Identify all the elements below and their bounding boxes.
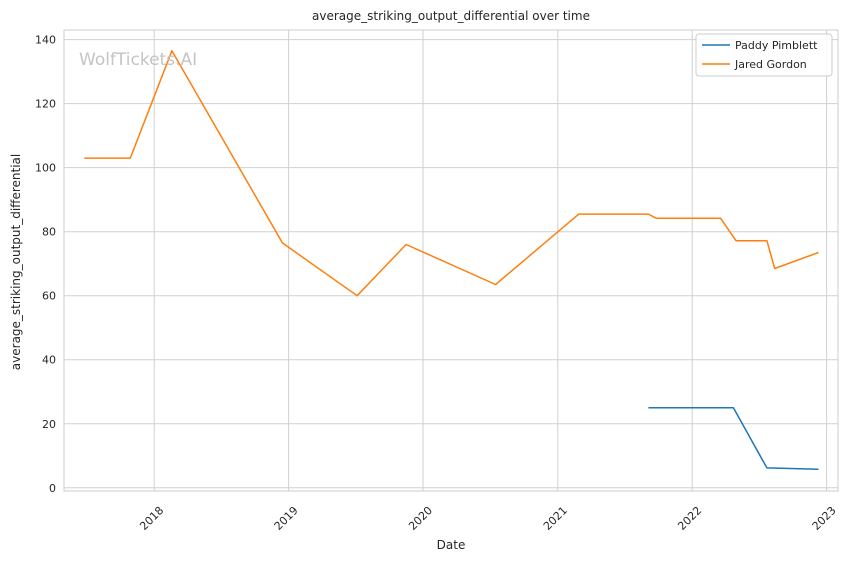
y-tick-label: 60: [42, 290, 56, 303]
y-tick-label: 140: [35, 34, 56, 47]
y-tick-label: 120: [35, 98, 56, 111]
series-line-paddy-pimblett: [648, 407, 819, 470]
legend: Paddy Pimblett Jared Gordon: [695, 33, 833, 77]
legend-label-paddy-pimblett: Paddy Pimblett: [735, 39, 818, 52]
x-axis-title: Date: [437, 538, 466, 552]
series-layer: [84, 50, 819, 470]
grid-layer: [64, 30, 838, 491]
y-tick-label: 80: [42, 226, 56, 239]
y-tick-label: 0: [49, 482, 56, 495]
chart-title: average_striking_output_differential ove…: [312, 9, 590, 23]
watermark-text: WolfTickets.AI: [79, 50, 197, 70]
y-tick-label: 100: [35, 162, 56, 175]
y-tick-label: 20: [42, 418, 56, 431]
y-tick-label: 40: [42, 354, 56, 367]
plot-area: [63, 29, 839, 492]
legend-label-jared-gordon: Jared Gordon: [734, 58, 807, 71]
y-axis-ticks: 0 20 40 60 80 100 120 140: [35, 34, 56, 495]
y-axis-title: average_striking_output_differential: [9, 154, 23, 370]
series-line-jared-gordon: [84, 50, 819, 297]
